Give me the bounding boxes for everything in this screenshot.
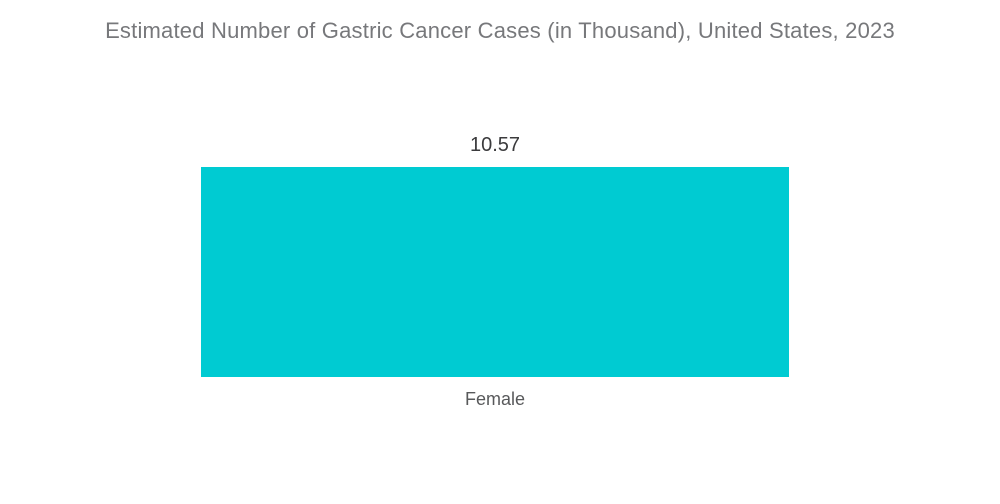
- category-label: Female: [464, 389, 526, 409]
- bar-group: 10.57 Female: [201, 133, 789, 410]
- bar-value-label: 10.57: [469, 134, 521, 156]
- bar-female: [201, 167, 789, 377]
- plot-area: 10.57 Female: [201, 133, 789, 410]
- chart-title: Estimated Number of Gastric Cancer Cases…: [105, 18, 895, 43]
